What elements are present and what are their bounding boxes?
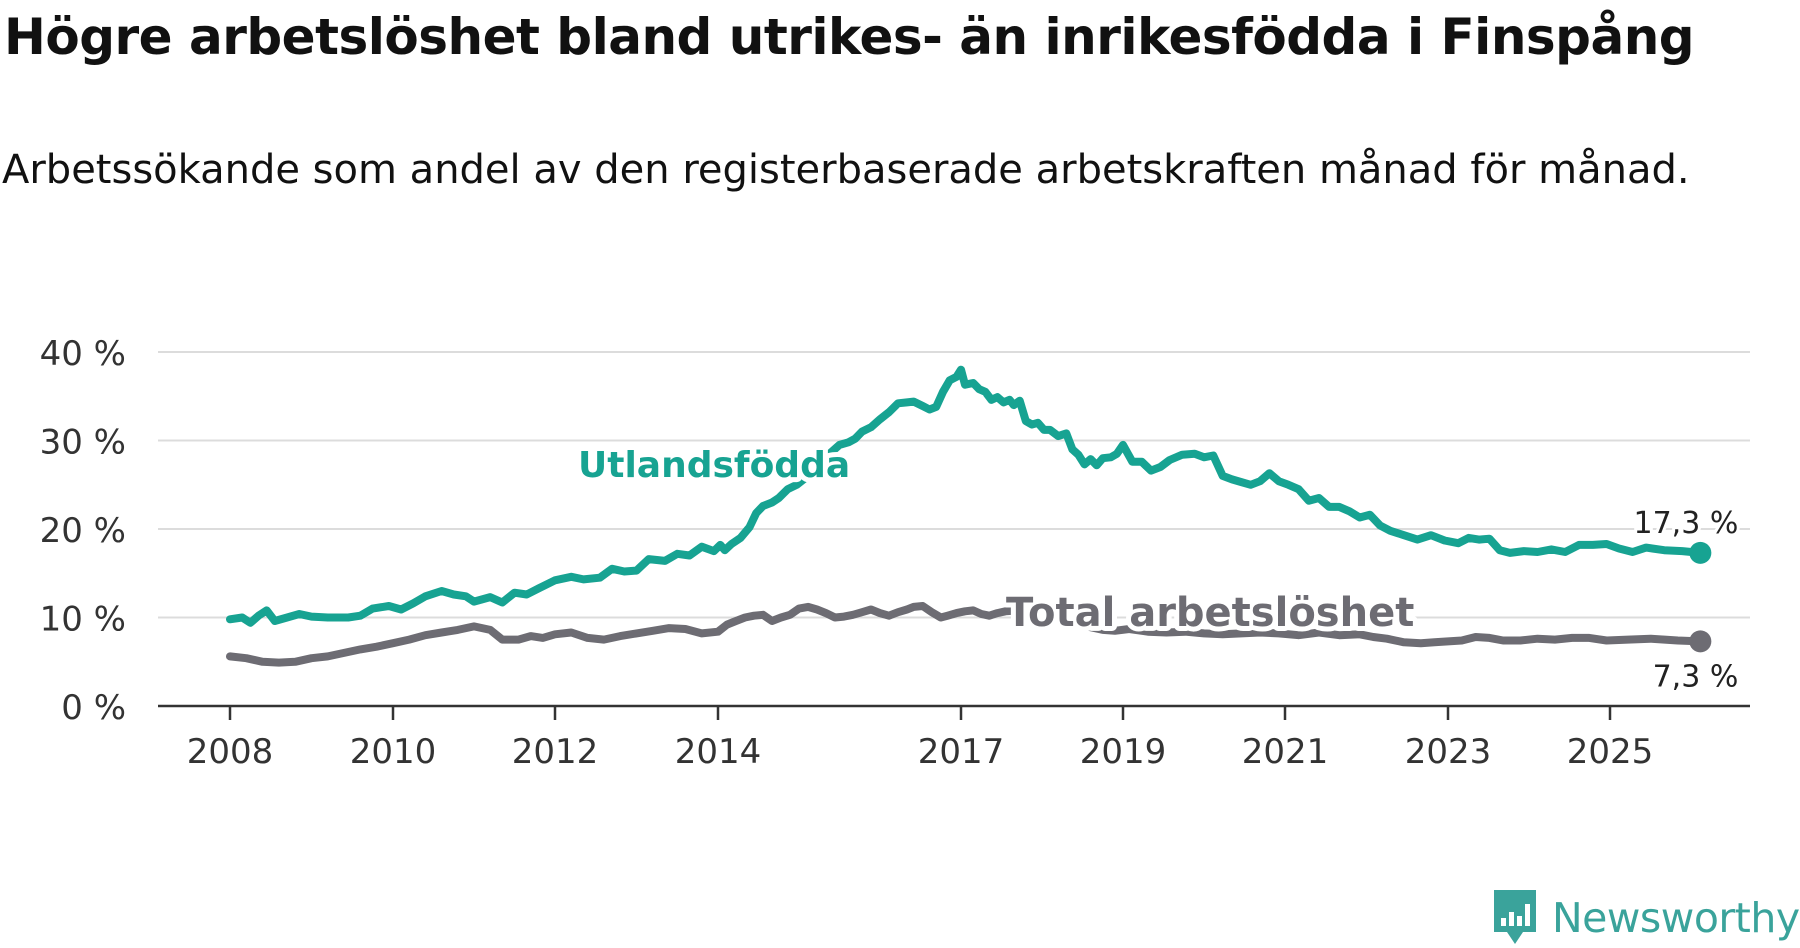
series-end-point-foreign-born xyxy=(1689,541,1712,564)
gridlines xyxy=(158,351,1750,619)
y-axis-ticks: 0 % 10 % 20 % 30 % 40 % xyxy=(40,334,126,728)
newsworthy-logo-icon xyxy=(1494,890,1536,944)
series-label-foreign-born: Utlandsfödda xyxy=(578,445,850,486)
series-labels: 17,3 % 7,3 % Utlandsfödda Total arbetslöshe… xyxy=(573,440,1741,697)
x-axis-ticks: 2008 2010 2012 2014 2017 2019 2021 2023 2025 xyxy=(158,704,1750,772)
y-tick-label-30: 30 % xyxy=(40,423,126,463)
x-tick-label-2014: 2014 xyxy=(675,732,762,772)
x-tick-label-2010: 2010 xyxy=(350,732,437,772)
y-tick-label-10: 10 % xyxy=(40,600,126,640)
x-tick-label-2017: 2017 xyxy=(918,732,1005,772)
end-label-foreign-born: 17,3 % xyxy=(1634,506,1739,541)
series-lines xyxy=(226,365,1712,667)
series-label-total: Total arbetslöshet xyxy=(1006,590,1414,636)
x-tick-label-2012: 2012 xyxy=(512,732,599,772)
series-line-foreign-born xyxy=(226,365,1705,627)
chart-subtitle: Arbetssökande som andel av den registerb… xyxy=(2,147,1690,193)
end-label-total: 7,3 % xyxy=(1653,659,1739,694)
x-tick-label-2019: 2019 xyxy=(1080,732,1167,772)
brand-name: Newsworthy xyxy=(1552,894,1800,942)
newsworthy-logo: Newsworthy xyxy=(1490,888,1800,948)
page-title: Högre arbetslöshet bland utrikes- än inr… xyxy=(4,8,1695,66)
series-line-total xyxy=(226,602,1705,667)
x-tick-label-2008: 2008 xyxy=(187,732,274,772)
series-end-point-total xyxy=(1689,630,1712,653)
x-tick-label-2021: 2021 xyxy=(1242,732,1329,772)
x-tick-label-2025: 2025 xyxy=(1567,732,1654,772)
x-tick-label-2023: 2023 xyxy=(1405,732,1492,772)
y-tick-label-0: 0 % xyxy=(61,688,126,728)
y-tick-label-20: 20 % xyxy=(40,511,126,551)
y-tick-label-40: 40 % xyxy=(40,334,126,374)
